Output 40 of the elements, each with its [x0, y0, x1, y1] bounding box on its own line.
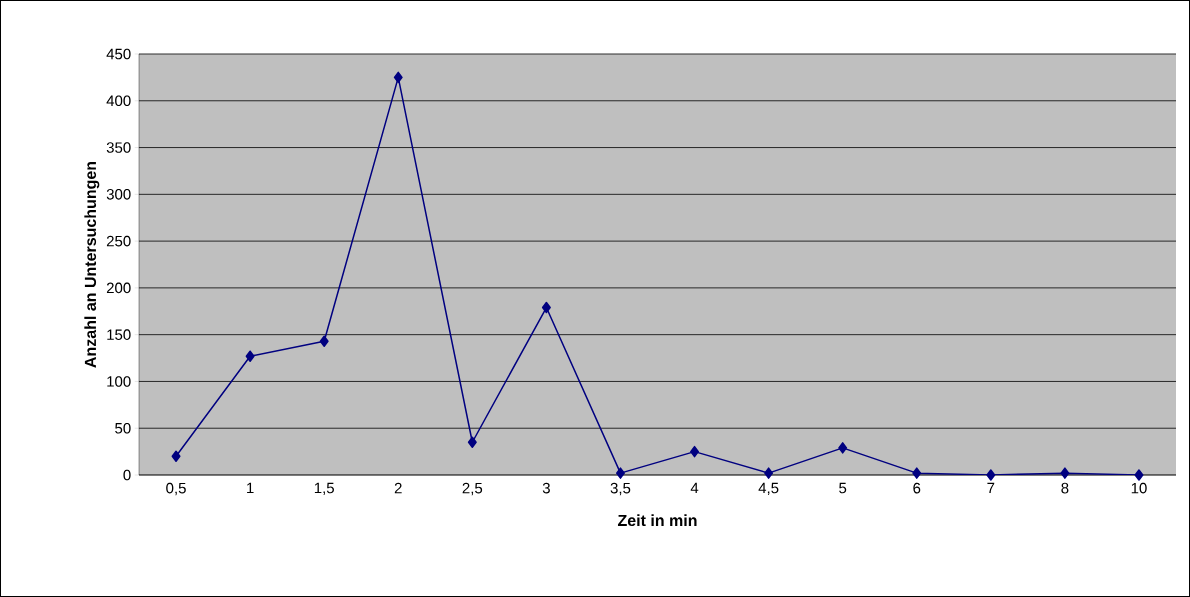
- x-tick-label: 1: [247, 482, 254, 494]
- y-tick-label: 0: [123, 469, 131, 481]
- x-tick-label: 1,5: [314, 482, 334, 496]
- x-tick-label: 6: [913, 482, 921, 494]
- point: [171, 450, 181, 463]
- y-tick-label: 100: [107, 376, 131, 387]
- point: [838, 442, 848, 454]
- y-tick-label: 50: [115, 422, 131, 434]
- point: [541, 301, 551, 314]
- point: [1060, 467, 1070, 479]
- point: [912, 467, 922, 479]
- x-tick-label: 2: [394, 482, 402, 494]
- x-tick-label: 7: [987, 482, 995, 494]
- y-tick-label: 200: [106, 282, 131, 294]
- y-tick-label: 250: [106, 235, 131, 247]
- point: [1134, 469, 1144, 481]
- x-tick-label: 2,5: [462, 482, 483, 496]
- y-tick-label: 400: [106, 95, 131, 107]
- x-tick-label: 5: [839, 482, 847, 494]
- point: [764, 467, 774, 479]
- point: [467, 436, 477, 449]
- y-tick-label: 350: [106, 142, 131, 153]
- x-tick-label: 3,5: [610, 482, 631, 496]
- x-tick-label: 4,5: [758, 482, 779, 496]
- point: [245, 350, 255, 362]
- x-axis-title: Zeit in min: [617, 514, 697, 527]
- x-tick-label: 8: [1061, 482, 1069, 494]
- x-tick-label: 0,5: [166, 482, 186, 496]
- y-tick-label: 300: [106, 189, 131, 200]
- x-tick-label: 3: [542, 482, 550, 494]
- point: [319, 335, 329, 347]
- point: [393, 71, 403, 84]
- point: [986, 469, 996, 481]
- x-tick-label: 4: [690, 482, 699, 494]
- point: [615, 467, 625, 479]
- point: [690, 445, 700, 458]
- y-tick-label: 450: [106, 48, 131, 60]
- x-tick-label: 10: [1131, 482, 1147, 494]
- y-tick-label: 150: [107, 329, 131, 340]
- y-axis-title: Anzahl an Untersuchungen: [84, 161, 100, 368]
